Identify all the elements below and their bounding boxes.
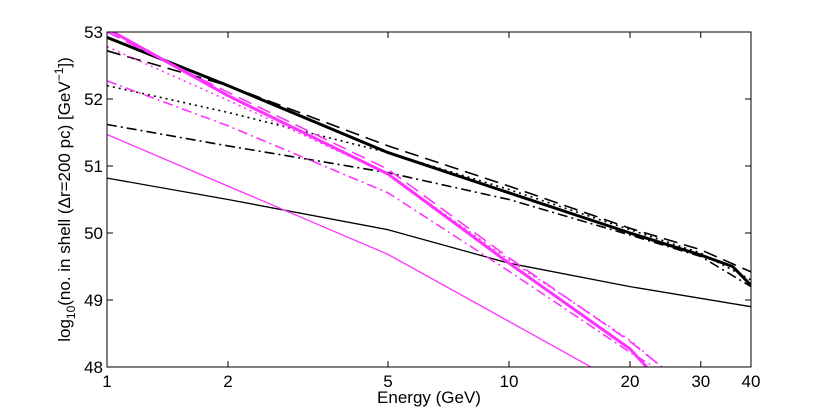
x-tick-label: 2 <box>223 372 232 391</box>
y-tick-label: 52 <box>84 90 103 109</box>
series-line-magenta-thin-solid <box>107 133 592 367</box>
y-axis: 48 49 50 51 52 53 <box>84 23 751 377</box>
y-axis-title: log10(no. in shell (Δr=200 pc) [GeV−1]) <box>52 57 78 342</box>
x-tick-label: 1 <box>102 372 111 391</box>
series-line-black-dotted <box>107 84 751 281</box>
plot-lines <box>107 32 751 367</box>
x-tick-label: 20 <box>621 372 640 391</box>
series-line-magenta-dashed <box>107 32 663 367</box>
series-line-black-thick-solid <box>107 36 751 287</box>
x-axis: 1 2 5 10 20 30 40 <box>102 32 760 391</box>
y-axis-title-subscript: 10 <box>64 305 78 319</box>
series-line-black-dashed <box>107 50 751 273</box>
x-axis-title: Energy (GeV) <box>377 388 481 407</box>
y-axis-title-superscript: −1 <box>52 67 66 81</box>
x-tick-label: 30 <box>691 372 710 391</box>
y-axis-title-end: ]) <box>55 57 74 67</box>
series-line-magenta-dashdot <box>107 80 655 367</box>
x-tick-label: 10 <box>500 372 519 391</box>
plot-frame <box>106 31 752 368</box>
x-tick-label: 5 <box>383 372 392 391</box>
y-axis-title-log: log <box>55 319 74 342</box>
series-line-magenta-dotted <box>107 45 663 367</box>
x-tick-label: 40 <box>742 372 761 391</box>
y-axis-title-main: (no. in shell (Δr=200 pc) [GeV <box>55 81 74 306</box>
y-tick-label: 50 <box>84 224 103 243</box>
series-line-magenta-thick-solid <box>109 32 648 367</box>
y-tick-label: 53 <box>84 23 103 42</box>
y-tick-label: 48 <box>84 358 103 377</box>
series-line-black-thin-solid <box>107 177 751 308</box>
y-tick-label: 51 <box>84 157 103 176</box>
series-line-black-dashdot <box>107 123 751 288</box>
y-tick-label: 49 <box>84 291 103 310</box>
